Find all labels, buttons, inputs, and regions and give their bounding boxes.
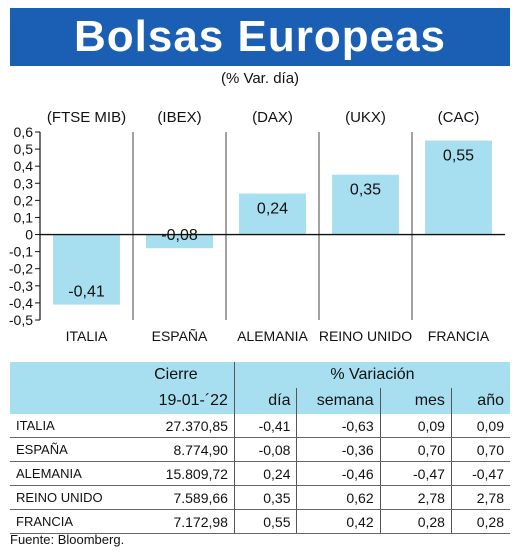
index-label: (UKX) — [345, 109, 386, 126]
subheader-semana: semana — [296, 388, 381, 414]
index-label: (FTSE MIB) — [47, 109, 126, 126]
data-label: -0,08 — [161, 227, 198, 244]
bar-chart: 0,60,50,40,30,20,1 0-0,1-0,2-0,3-0,4-0,5 -… — [9, 109, 505, 344]
row-mes: 0,28 — [379, 509, 452, 534]
row-cierre: 7.172,98 — [117, 509, 235, 534]
row-cierre: 27.370,85 — [117, 414, 235, 438]
bar — [239, 193, 306, 235]
row-name: Francia — [10, 509, 118, 534]
bar — [146, 234, 213, 249]
quotes-table-wrapper: Cierre % Variación 19-01-´22 día semana … — [10, 362, 510, 534]
row-semana: 0,62 — [296, 485, 381, 510]
row-anio: 0,09 — [450, 414, 510, 438]
table-row: Reino Unido 7.589,66 0,35 0,62 2,78 2,78 — [10, 485, 510, 510]
row-anio: 2,78 — [450, 485, 510, 510]
table-row: Italia 27.370,85 -0,41 -0,63 0,09 0,09 — [10, 414, 510, 438]
data-label: 0,24 — [257, 201, 288, 218]
y-tick-label: 0,1 — [14, 209, 34, 225]
data-label: 0,55 — [443, 148, 474, 165]
row-name: Italia — [10, 414, 118, 438]
row-dia: 0,55 — [233, 509, 297, 534]
data-label: 0,35 — [350, 182, 381, 199]
header-empty — [10, 362, 118, 388]
subheader-date: 19-01-´22 — [117, 388, 235, 414]
row-cierre: 7.589,66 — [117, 485, 235, 510]
source-note: Fuente: Bloomberg. — [10, 532, 125, 547]
row-name: Reino Unido — [10, 485, 118, 510]
row-semana: -0,46 — [296, 461, 381, 486]
bar — [425, 140, 492, 235]
y-tick-label: -0,5 — [9, 312, 33, 328]
row-mes: -0,47 — [379, 461, 452, 486]
table-subheader-row: 19-01-´22 día semana mes año — [10, 388, 510, 414]
row-semana: 0,42 — [296, 509, 381, 534]
chart-title: Bolsas Europeas — [10, 8, 510, 66]
row-mes: 0,09 — [379, 414, 452, 438]
row-cierre: 15.809,72 — [117, 461, 235, 486]
row-name: Alemania — [10, 461, 118, 486]
row-anio: 0,70 — [450, 437, 510, 462]
bar — [332, 174, 399, 235]
table-header-row: Cierre % Variación — [10, 362, 510, 388]
y-tick-label: -0,1 — [9, 244, 33, 260]
subheader-mes: mes — [379, 388, 452, 414]
row-dia: 0,35 — [233, 485, 297, 510]
quotes-table: Cierre % Variación 19-01-´22 día semana … — [10, 362, 510, 534]
row-name: España — [10, 437, 118, 462]
bar — [53, 234, 120, 305]
index-label: (IBEX) — [157, 109, 201, 126]
category-label: FRANCIA — [428, 328, 490, 344]
row-anio: -0,47 — [450, 461, 510, 486]
table-row: Francia 7.172,98 0,55 0,42 0,28 0,28 — [10, 509, 510, 534]
row-cierre: 8.774,90 — [117, 437, 235, 462]
header-variacion: % Variación — [233, 362, 510, 388]
category-label: ALEMANIA — [237, 328, 308, 344]
y-tick-label: -0,3 — [9, 278, 33, 294]
row-dia: -0,08 — [233, 437, 297, 462]
index-label: (DAX) — [252, 109, 293, 126]
row-anio: 0,28 — [450, 509, 510, 534]
header-cierre: Cierre — [117, 362, 235, 388]
row-semana: -0,63 — [296, 414, 381, 438]
subheader-empty — [10, 388, 118, 414]
y-tick-label: -0,4 — [9, 295, 33, 311]
table-row: Alemania 15.809,72 0,24 -0,46 -0,47 -0,4… — [10, 461, 510, 486]
subheader-dia: día — [233, 388, 297, 414]
y-tick-label: 0,3 — [14, 175, 34, 191]
table-row: España 8.774,90 -0,08 -0,36 0,70 0,70 — [10, 437, 510, 462]
index-label: (CAC) — [438, 109, 480, 126]
category-label: ESPAÑA — [152, 328, 208, 344]
y-tick-label: 0,5 — [14, 141, 34, 157]
category-label: REINO UNIDO — [319, 328, 412, 344]
y-tick-label: 0,4 — [14, 158, 34, 174]
data-label: -0,41 — [68, 284, 105, 301]
row-mes: 0,70 — [379, 437, 452, 462]
y-tick-label: 0,6 — [14, 124, 34, 140]
row-mes: 2,78 — [379, 485, 452, 510]
y-tick-label: 0,2 — [14, 192, 34, 208]
y-tick-label: 0 — [25, 227, 33, 243]
row-dia: -0,41 — [233, 414, 297, 438]
category-label: ITALIA — [66, 328, 108, 344]
row-dia: 0,24 — [233, 461, 297, 486]
subheader-anio: año — [450, 388, 510, 414]
y-tick-label: -0,2 — [9, 261, 33, 277]
chart-subtitle: (% Var. día) — [220, 70, 300, 87]
row-semana: -0,36 — [296, 437, 381, 462]
